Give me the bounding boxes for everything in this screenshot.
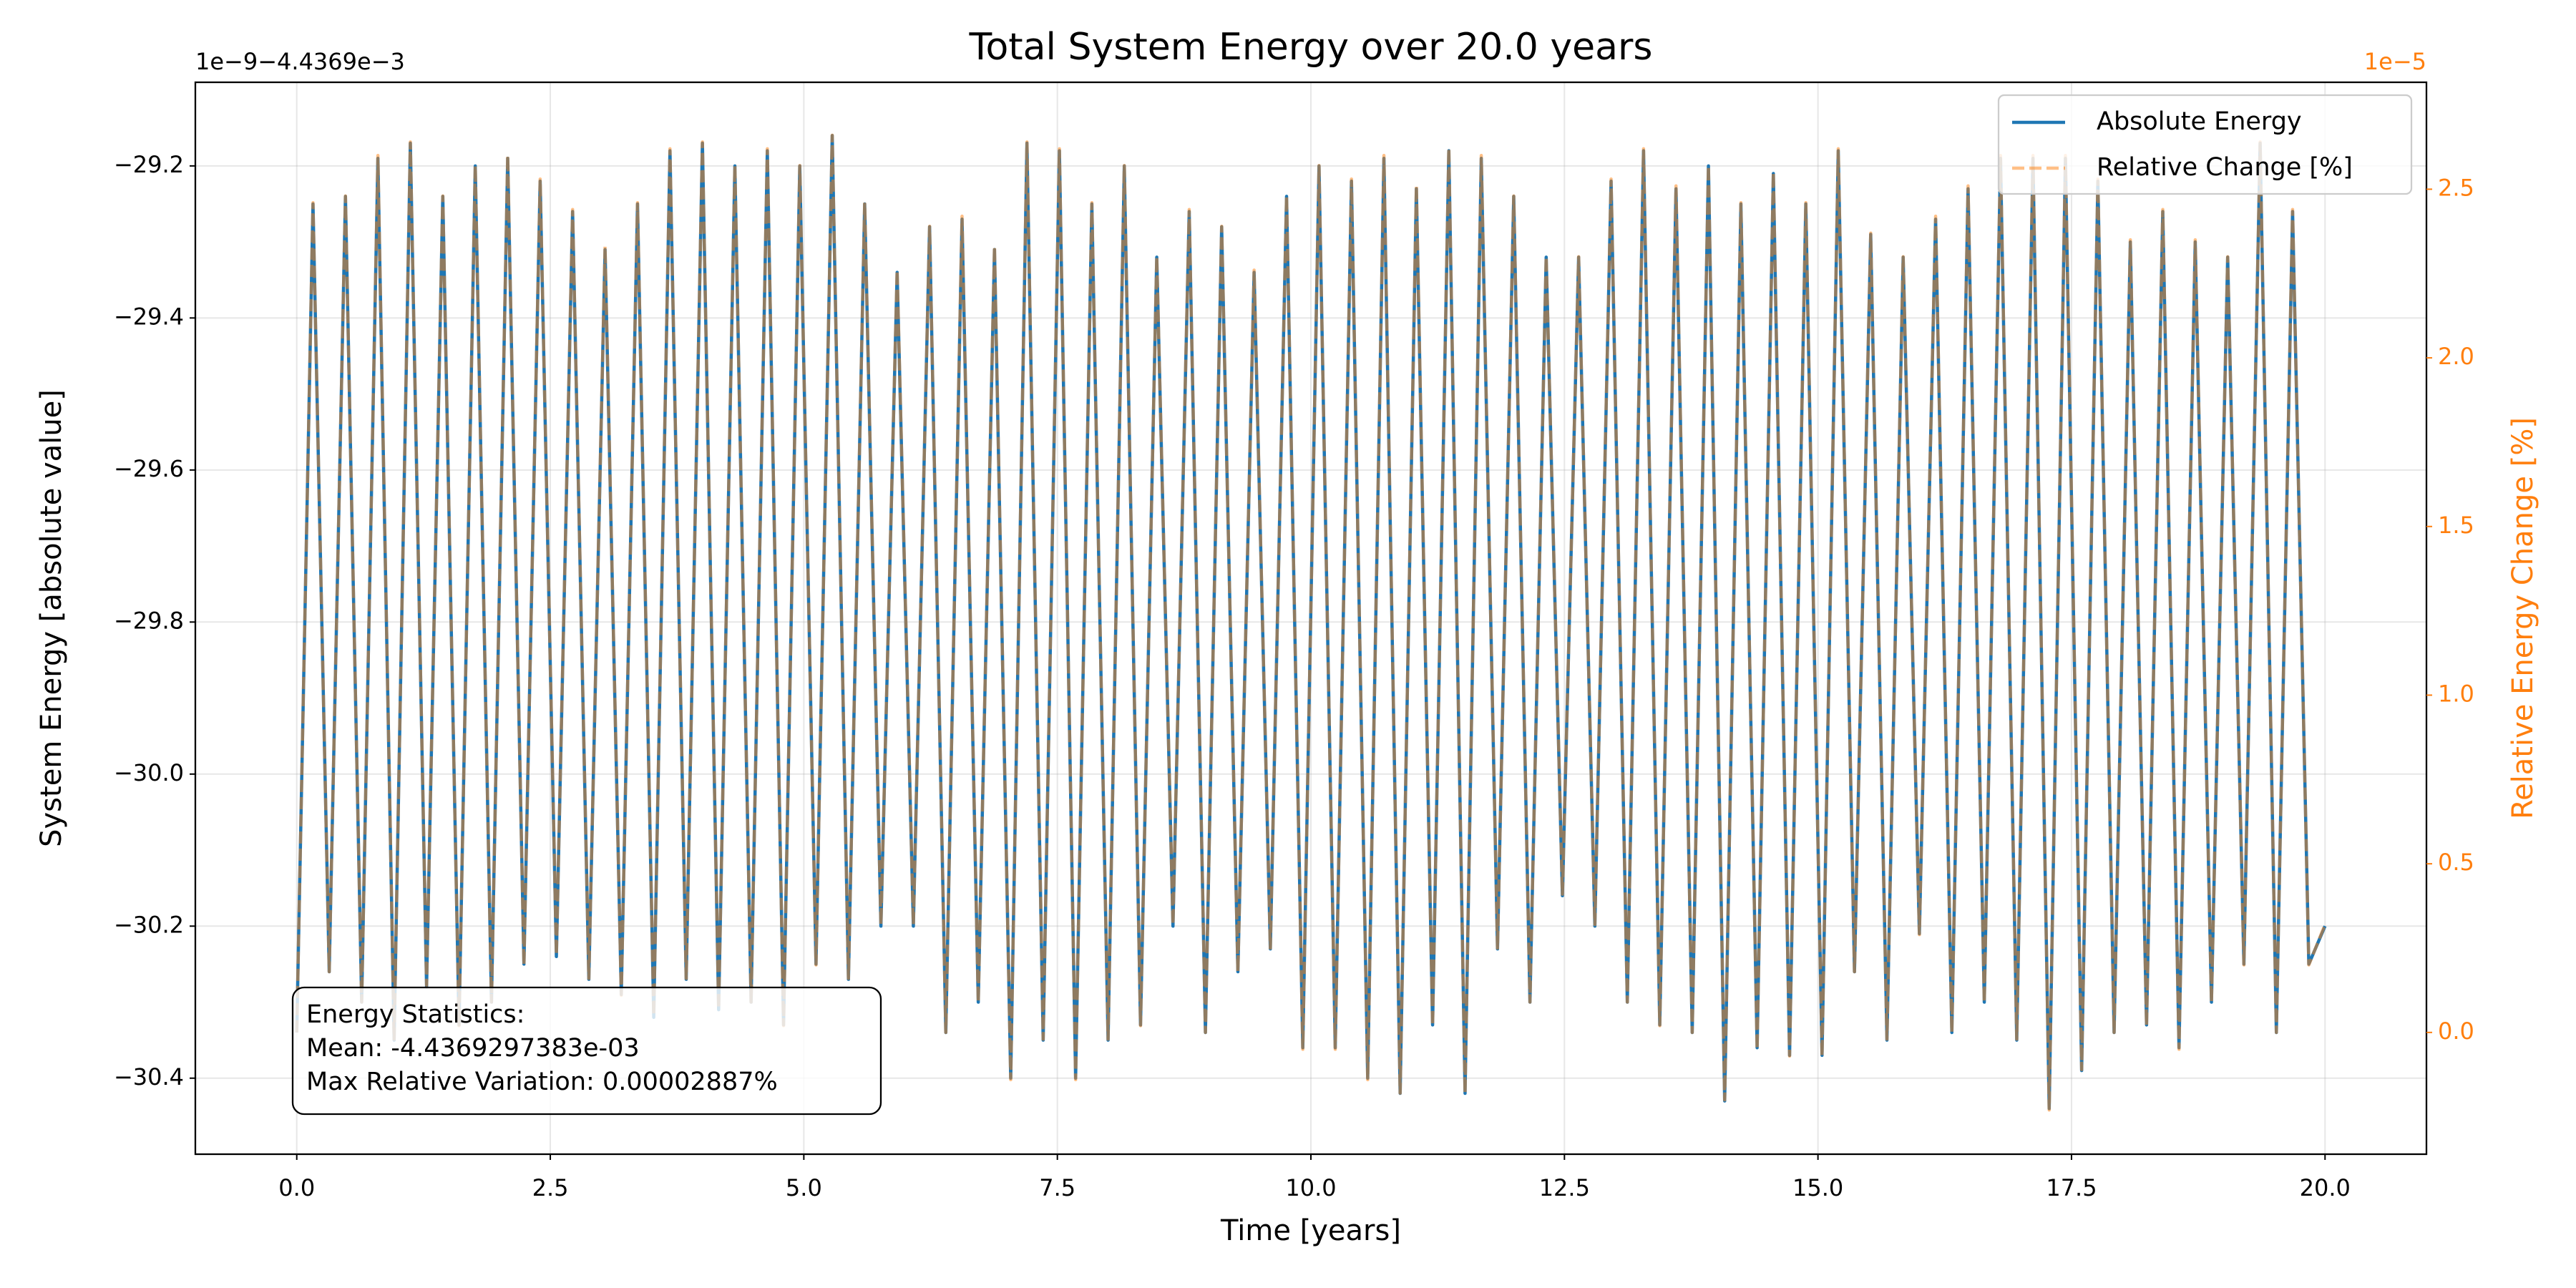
stats-line: Mean: -4.4369297383e-03 <box>306 1034 640 1063</box>
stats-line: Energy Statistics: <box>306 1000 525 1029</box>
x-tick-label: 15.0 <box>1792 1174 1843 1201</box>
stats-box: Energy Statistics: Mean: -4.4369297383e-0… <box>291 986 882 1116</box>
y2-tick-label: 0.0 <box>2438 1018 2474 1045</box>
y2-tick-label: 1.0 <box>2438 680 2474 707</box>
y-axis-label: System Energy [absolute value] <box>35 389 68 847</box>
x-axis-label: Time [years] <box>1220 1214 1401 1247</box>
stats-frame <box>291 986 882 1116</box>
y2-tick-label: 1.5 <box>2438 512 2474 539</box>
y2-tick-label: 2.0 <box>2438 343 2474 370</box>
x-tick-label: 20.0 <box>2300 1174 2351 1201</box>
y-tick-label: −29.4 <box>114 303 184 330</box>
chart-title: Total System Energy over 20.0 years <box>969 26 1653 69</box>
x-tick-label: 17.5 <box>2046 1174 2097 1201</box>
y-tick-label: −29.6 <box>114 455 184 482</box>
y-tick-label: −29.8 <box>114 607 184 634</box>
y-offset-label: 1e−9−4.4369e−3 <box>195 48 405 75</box>
x-tick-label: 12.5 <box>1539 1174 1590 1201</box>
y2-tick-label: 2.5 <box>2438 174 2474 201</box>
stats-line: Max Relative Variation: 0.00002887% <box>306 1068 778 1096</box>
y2-offset-label: 1e−5 <box>2364 48 2426 75</box>
y2-axis-label: Relative Energy Change [%] <box>2507 417 2540 819</box>
y2-tick-label: 0.5 <box>2438 849 2474 876</box>
y-tick-label: −30.0 <box>114 759 184 786</box>
grid <box>195 82 2426 1154</box>
data-line <box>295 133 2327 1112</box>
x-tick-label: 7.5 <box>1039 1174 1075 1201</box>
y-tick-label: −29.2 <box>114 151 184 178</box>
y-tick-label: −30.4 <box>114 1063 184 1091</box>
legend-box <box>1997 94 2413 195</box>
x-tick-label: 2.5 <box>532 1174 569 1201</box>
legend-label: Absolute Energy <box>2097 107 2302 136</box>
plot-area <box>295 133 2327 1112</box>
x-tick-label: 0.0 <box>278 1174 315 1201</box>
y-tick-label: −30.2 <box>114 911 184 938</box>
x-tick-label: 10.0 <box>1285 1174 1336 1201</box>
legend-label: Relative Change [%] <box>2097 153 2353 182</box>
legend: Absolute Energy Relative Change [%] <box>1997 94 2413 195</box>
ticks: 0.0 2.5 5.0 7.5 10.0 12.5 15.0 17.5 20.0 −30.4 −30… <box>114 151 2474 1201</box>
x-tick-label: 5.0 <box>786 1174 822 1201</box>
